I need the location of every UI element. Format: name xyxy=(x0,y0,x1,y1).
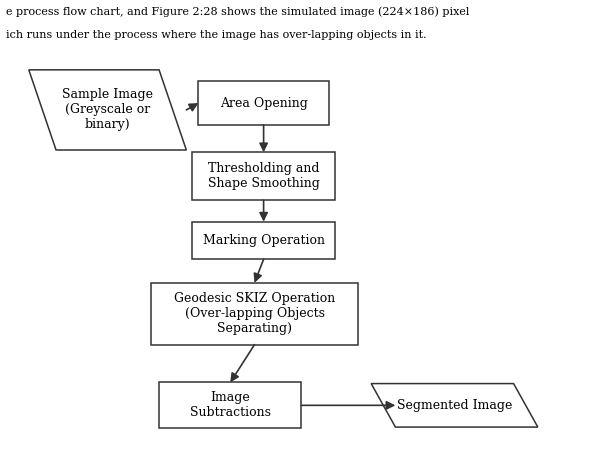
Bar xyxy=(159,382,302,428)
Text: ich runs under the process where the image has over-lapping objects in it.: ich runs under the process where the ima… xyxy=(6,30,427,40)
Polygon shape xyxy=(371,384,538,427)
Text: Marking Operation: Marking Operation xyxy=(202,234,325,247)
Bar xyxy=(199,82,328,125)
Bar xyxy=(193,153,335,201)
Polygon shape xyxy=(29,70,187,150)
Bar xyxy=(152,283,358,344)
Bar xyxy=(193,222,335,259)
Text: e process flow chart, and Figure 2:28 shows the simulated image (224×186) pixel: e process flow chart, and Figure 2:28 sh… xyxy=(6,7,470,17)
Text: Image
Subtractions: Image Subtractions xyxy=(190,391,271,420)
Text: Thresholding and
Shape Smoothing: Thresholding and Shape Smoothing xyxy=(208,162,319,191)
Text: Sample Image
(Greyscale or
binary): Sample Image (Greyscale or binary) xyxy=(62,88,153,131)
Text: Segmented Image: Segmented Image xyxy=(397,399,512,412)
Text: Area Opening: Area Opening xyxy=(219,97,308,109)
Text: Geodesic SKIZ Operation
(Over-lapping Objects
Separating): Geodesic SKIZ Operation (Over-lapping Ob… xyxy=(174,292,335,335)
